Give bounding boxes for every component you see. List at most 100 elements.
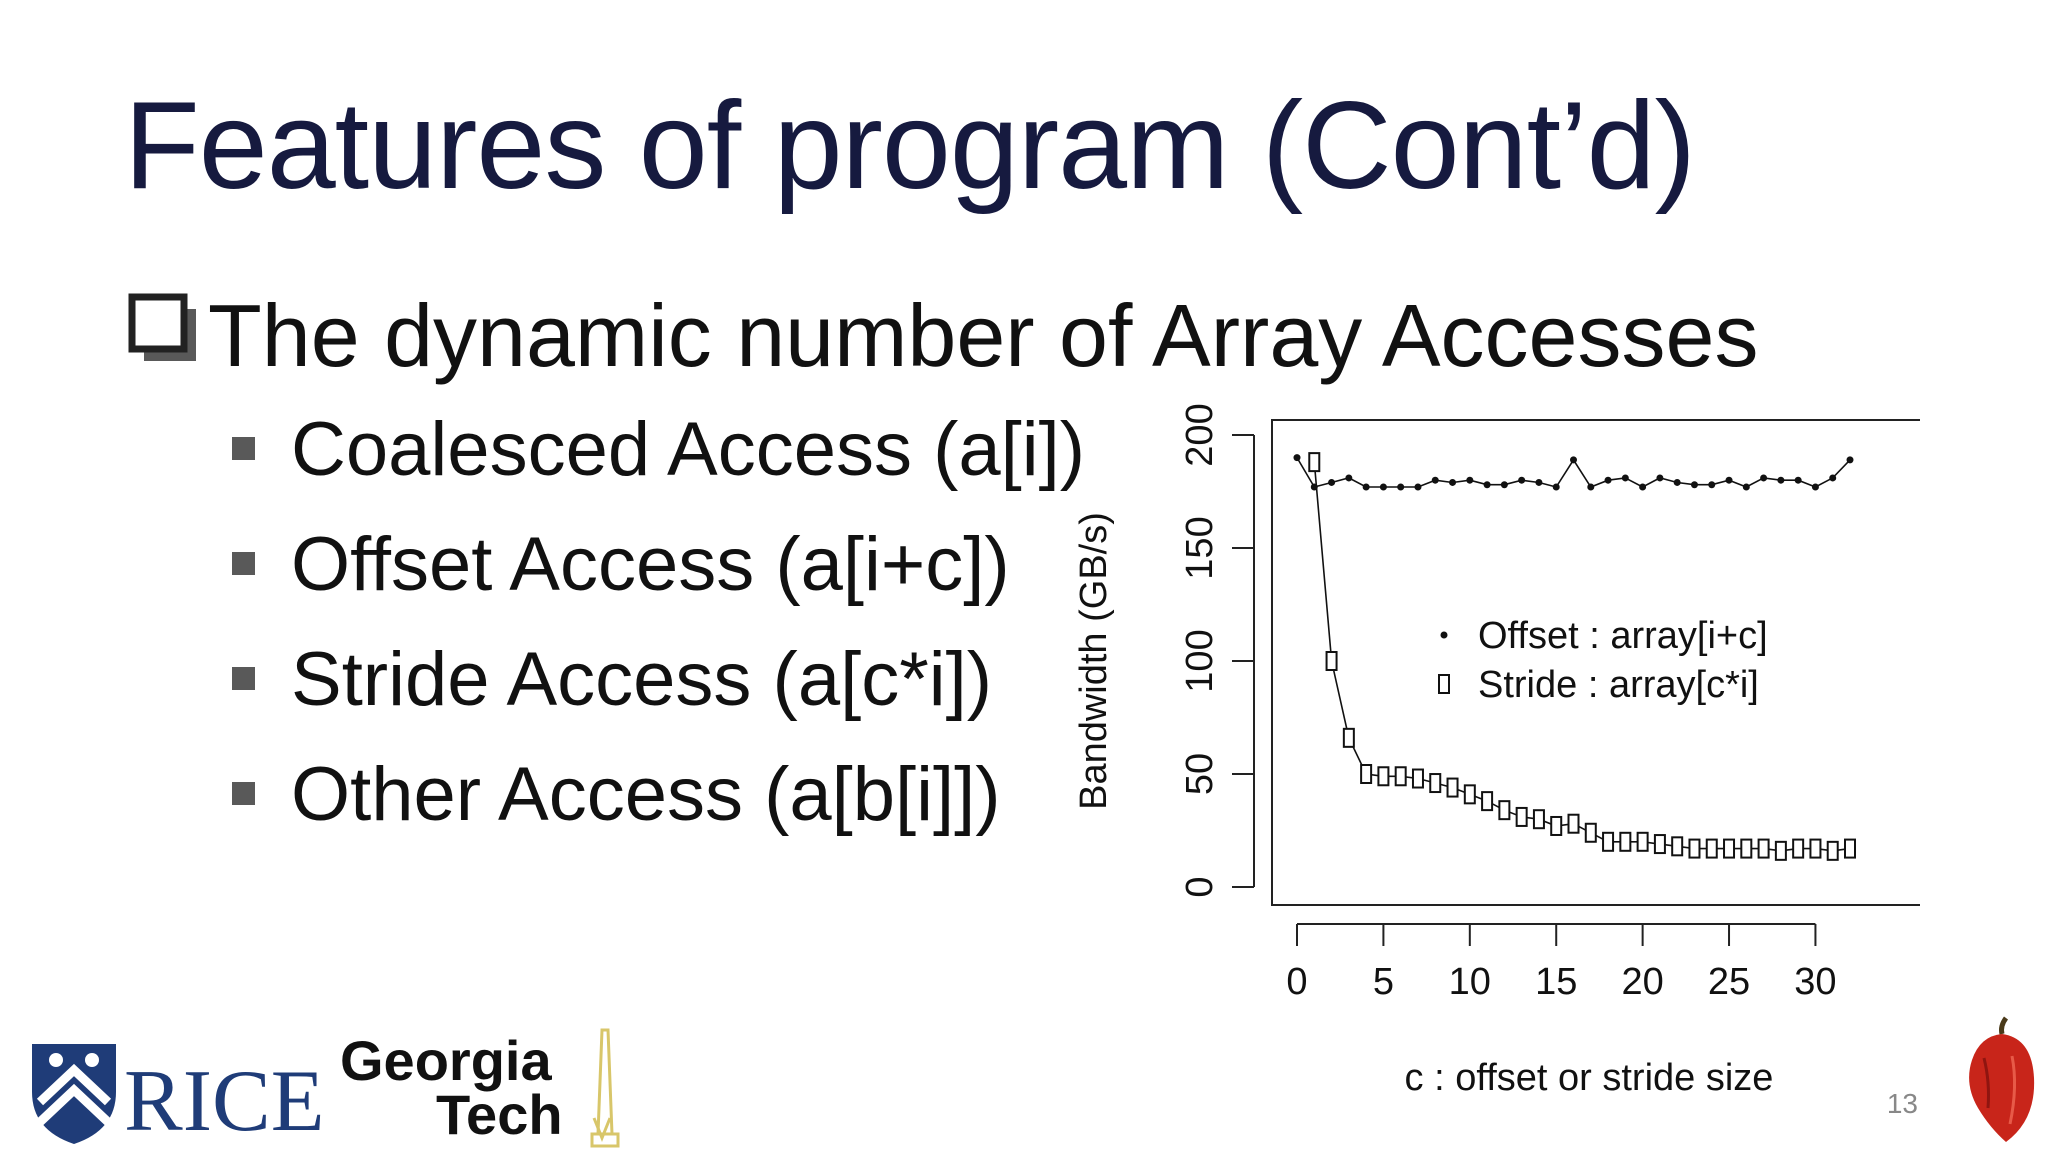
y-tick-label: 50 (1179, 753, 1221, 795)
y-axis: 0 50 100 150 200 (1179, 403, 1255, 898)
offset-data-point (1466, 476, 1474, 484)
offset-data-point (1483, 481, 1491, 489)
sub-bullet-stride: Stride Access (a[c*i]) (232, 638, 1085, 753)
offset-data-point (1449, 478, 1457, 486)
offset-data-point (1518, 476, 1526, 484)
offset-data-point (1500, 481, 1508, 489)
slide-number: 13 (1886, 1088, 1918, 1119)
stride-data-point (1844, 838, 1856, 859)
stride-data-point (1498, 800, 1511, 821)
series-marks (1293, 452, 1856, 861)
chili-pepper-icon (1969, 1034, 2035, 1142)
offset-data-point (1535, 478, 1543, 486)
slide-title: Features of program (Cont’d) (124, 77, 1696, 215)
stride-data-point (1360, 764, 1373, 784)
stride-data-point (1463, 784, 1476, 805)
x-tick-label: 15 (1535, 961, 1577, 1003)
plot-frame (1271, 419, 1920, 906)
stride-data-point (1377, 766, 1390, 787)
stride-data-point (1429, 773, 1442, 794)
legend-label-offset: Offset : array[i+c] (1478, 615, 1768, 657)
offset-data-point (1431, 476, 1439, 484)
main-bullet-text: The dynamic number of Array Accesses (208, 286, 1759, 385)
offset-data-point (1760, 474, 1768, 482)
square-bullet-icon (232, 437, 255, 461)
stride-data-point (1325, 651, 1338, 671)
offset-data-point (1345, 474, 1353, 482)
x-axis: 0 5 10 15 20 25 30 (1286, 923, 1837, 1003)
offset-data-point (1362, 483, 1370, 491)
stride-data-point (1602, 831, 1615, 852)
offset-data-point (1328, 478, 1336, 486)
stride-data-point (1584, 822, 1597, 843)
offset-data-point (1794, 476, 1802, 484)
square-bullet-icon (232, 782, 255, 806)
legend-dot-marker (1440, 631, 1448, 639)
offset-data-point (1673, 478, 1681, 486)
legend-square-marker (1438, 674, 1450, 694)
offset-data-point (1552, 483, 1560, 491)
stride-data-point (1481, 791, 1494, 812)
offset-data-point (1708, 481, 1716, 489)
stride-data-point (1826, 840, 1839, 861)
rice-logo-text: RICE (124, 1053, 324, 1146)
stride-data-point (1636, 831, 1649, 852)
offset-data-point (1656, 474, 1664, 482)
pepper-logo (1969, 1016, 2035, 1142)
stride-data-point (1740, 838, 1753, 859)
legend-label-stride: Stride : array[c*i] (1478, 664, 1759, 706)
offset-data-point (1587, 483, 1595, 491)
x-tick-label: 30 (1794, 961, 1836, 1003)
y-tick-label: 200 (1179, 403, 1221, 466)
sub-bullet-other: Other Access (a[b[i]]) (232, 753, 1085, 868)
georgia-tech-logo-line2: Tech (436, 1083, 563, 1146)
x-tick-label: 10 (1449, 961, 1491, 1003)
stride-data-point (1792, 838, 1805, 859)
sub-bullet-coalesced: Coalesced Access (a[i]) (232, 408, 1085, 523)
stride-data-point (1550, 815, 1563, 836)
stride-data-point (1723, 838, 1736, 859)
sub-bullet-text: Coalesced Access (a[i]) (291, 407, 1086, 492)
hollow-square-bullet-icon (128, 287, 200, 384)
georgia-tech-logo: Georgia Tech (340, 1028, 620, 1148)
main-bullet: The dynamic number of Array Accesses (128, 286, 1759, 385)
stride-data-point (1757, 838, 1770, 859)
offset-data-point (1293, 454, 1301, 462)
offset-data-point (1604, 476, 1612, 484)
stride-data-point (1446, 777, 1459, 798)
stride-data-point (1394, 766, 1407, 787)
bandwidth-chart: 0 50 100 150 200 0 5 10 15 20 25 30 Bandwidth (GB/… (1073, 403, 1920, 1099)
y-axis-label: Bandwidth (GB/s) (1073, 512, 1115, 810)
offset-data-point (1846, 456, 1854, 464)
stride-data-point (1308, 452, 1321, 473)
sub-bullet-text: Other Access (a[b[i]]) (291, 752, 1001, 837)
y-tick-label: 0 (1179, 876, 1221, 897)
stride-data-point (1705, 838, 1718, 859)
offset-data-point (1570, 456, 1577, 464)
stride-data-point (1671, 836, 1684, 857)
x-tick-label: 5 (1373, 961, 1394, 1003)
stride-data-point (1567, 813, 1580, 834)
offset-data-point (1414, 483, 1422, 491)
square-bullet-icon (232, 552, 255, 576)
offset-data-point (1742, 483, 1750, 491)
offset-data-point (1379, 483, 1387, 491)
offset-data-point (1777, 476, 1785, 484)
square-bullet-icon (232, 667, 255, 691)
tech-tower-icon (590, 1028, 620, 1148)
stride-data-point (1653, 834, 1666, 855)
offset-data-point (1829, 474, 1837, 482)
stride-data-point (1774, 840, 1787, 861)
stride-data-point (1515, 806, 1528, 827)
stride-data-point (1688, 838, 1701, 859)
x-tick-label: 25 (1708, 961, 1750, 1003)
legend: Offset : array[i+c] Stride : array[c*i] (1438, 615, 1768, 706)
sub-bullet-text: Stride Access (a[c*i]) (291, 637, 993, 722)
offset-data-point (1397, 483, 1405, 491)
stride-data-point (1411, 768, 1424, 789)
x-axis-label: c : offset or stride size (1405, 1057, 1774, 1099)
stride-data-point (1809, 838, 1822, 859)
sub-bullet-text: Offset Access (a[i+c]) (291, 522, 1010, 607)
sub-bullet-offset: Offset Access (a[i+c]) (232, 523, 1085, 638)
offset-data-point (1725, 476, 1733, 484)
